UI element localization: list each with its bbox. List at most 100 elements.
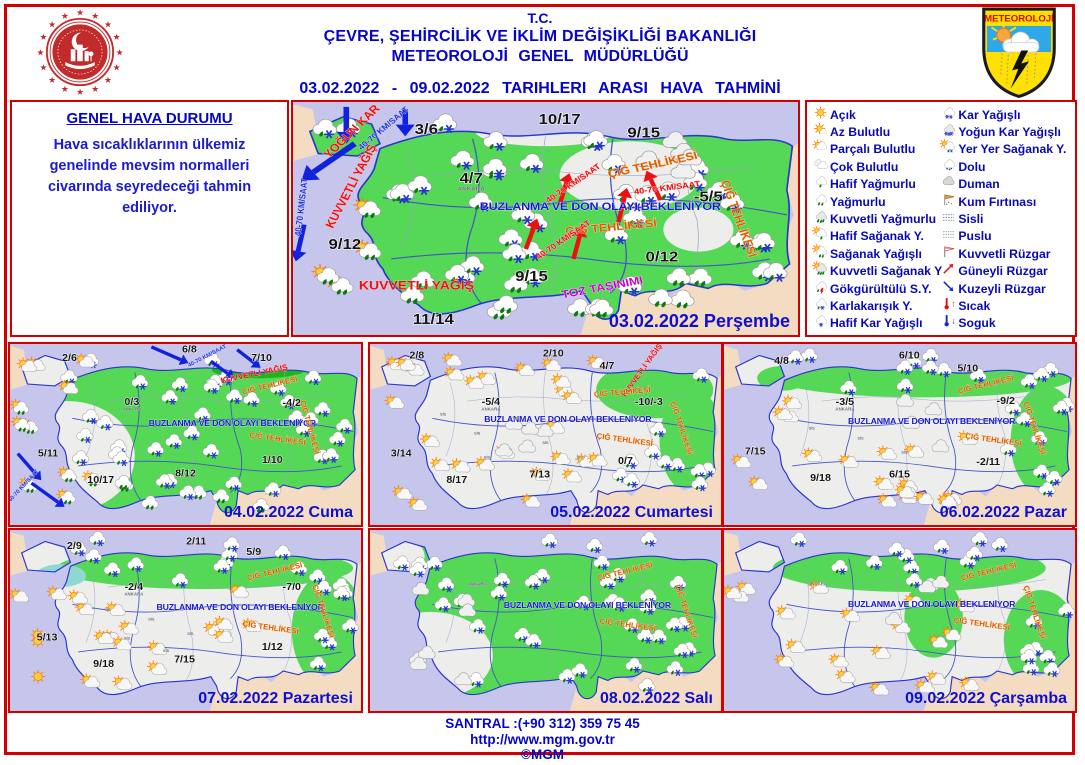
legend-label: Açık xyxy=(830,107,856,122)
snow-icon xyxy=(313,401,331,417)
suncloud-icon xyxy=(550,450,571,465)
ministry-seal-icon: ★★★★★★★★★★★★ ★ ★★★ xyxy=(36,8,123,96)
cloud-icon xyxy=(884,612,903,626)
svg-text:★: ★ xyxy=(112,63,120,72)
suncloud-icon xyxy=(890,618,911,634)
map-label: 9/18 xyxy=(93,658,114,670)
footer-url: http://www.mgm.gov.tr xyxy=(470,731,615,747)
svg-text:★: ★ xyxy=(39,33,47,42)
rain-icon xyxy=(114,475,132,490)
south-wind-arrow-icon xyxy=(523,218,542,250)
forecast-map-2022-02-06: 4/8 6/10 5/10 -3/5 ANKARA -9/2 7/15 -2/11 9/18 6/… xyxy=(722,342,1077,527)
map-label: BUZLANMA VE DON OLAYI BEKLENİYOR xyxy=(848,416,1016,426)
map-label: ANKARA xyxy=(481,407,501,412)
suncloud-icon xyxy=(561,468,582,483)
legend-label: Sağanak Yağışlı xyxy=(830,246,922,261)
snow-icon xyxy=(269,380,287,397)
sleet-icon xyxy=(811,296,830,316)
legend-item: Güneyli Rüzgar xyxy=(939,263,1067,280)
snow-icon xyxy=(622,207,648,228)
snow-icon xyxy=(171,377,189,393)
snow-icon xyxy=(213,558,231,574)
suncloud-icon xyxy=(828,653,849,668)
snow-icon xyxy=(127,556,145,573)
map-label: -5/5 xyxy=(694,189,723,205)
svg-text:★: ★ xyxy=(104,76,112,85)
rain-icon xyxy=(503,274,529,293)
cloud-icon xyxy=(670,161,696,179)
suncloud-icon xyxy=(450,458,471,473)
suncloud-icon xyxy=(46,585,67,600)
legend-item: Kuzeyli Rüzgar xyxy=(939,280,1067,297)
cloud-icon xyxy=(535,423,554,437)
footer-copyright: ©MGM xyxy=(521,747,564,763)
map-label: ANKARA xyxy=(468,581,488,586)
snow-icon xyxy=(502,243,527,264)
snow-icon xyxy=(301,411,319,428)
suncloud-icon xyxy=(903,593,924,608)
suncloud-icon xyxy=(118,620,139,635)
snow-icon xyxy=(161,389,179,405)
suncloud-icon xyxy=(873,475,894,490)
snow-icon xyxy=(183,425,201,441)
suncloud-icon xyxy=(384,394,405,409)
map-label: ANKARA xyxy=(835,407,855,412)
snow-icon xyxy=(393,555,411,571)
map-label: SİS xyxy=(901,450,908,455)
snow-icon xyxy=(70,541,88,557)
cloud-icon xyxy=(521,421,539,435)
forecast-map-2022-02-04: 2/6 6/8 7/10 0/3 ANKARA -4/2 5/11 1/10 10/17 8/12… xyxy=(8,342,363,527)
legend-label: Güneyli Rüzgar xyxy=(958,264,1048,279)
map-label: 2/8 xyxy=(409,349,424,361)
suncloud-icon xyxy=(10,587,29,603)
legend-item: Parçalı Bulutlu xyxy=(811,139,939,158)
legend-label: Kuzeyli Rüzgar xyxy=(958,281,1046,296)
map-label: 6/15 xyxy=(889,468,910,480)
weather-icons xyxy=(724,531,1075,696)
snow-icon xyxy=(865,554,883,571)
snow-icon xyxy=(839,380,857,396)
cold-icon: ↓ xyxy=(939,313,958,333)
svg-text:★: ★ xyxy=(48,76,56,85)
legend-item: Açık xyxy=(811,106,939,123)
map-label: -5/4 xyxy=(482,396,501,408)
snow-icon xyxy=(409,562,427,578)
snow-icon xyxy=(720,193,745,213)
snow-icon xyxy=(274,544,292,560)
suncloud-icon xyxy=(464,374,485,390)
snow-icon xyxy=(202,443,220,459)
svg-text:↓: ↓ xyxy=(951,316,955,326)
map-label: 4/7 xyxy=(459,171,483,187)
snow-icon xyxy=(623,617,641,634)
svg-text:★: ★ xyxy=(61,84,69,93)
legend-item: Kuvvetli Rüzgar xyxy=(939,245,1067,262)
map-label: 4/8 xyxy=(774,355,789,367)
header-directorate: METEOROLOJİ GENEL MÜDÜRLÜĞÜ xyxy=(391,48,689,65)
map-label: 2/11 xyxy=(186,535,206,547)
suncloud-icon xyxy=(561,389,582,405)
map-label: SİS xyxy=(148,617,155,622)
legend-label: Puslu xyxy=(958,229,992,244)
suncloud-icon xyxy=(775,605,796,620)
snow-icon xyxy=(304,369,322,386)
strong-wind-icon xyxy=(939,244,958,264)
legend-column-left: Açık Az Bulutlu Parçalı Bulutlu Çok Bulutlu… xyxy=(811,106,942,332)
legend-item: Kar Yağışlı xyxy=(939,106,1067,123)
suncloud-icon xyxy=(551,373,572,388)
snow-icon xyxy=(690,463,708,479)
map-label: SİS xyxy=(474,431,481,436)
footer-phone: SANTRAL :(+90 312) 359 75 45 xyxy=(445,716,640,731)
shower-icon xyxy=(811,243,830,264)
suncloud-icon xyxy=(925,670,947,685)
suncloud-icon xyxy=(111,635,132,651)
snow-icon xyxy=(1015,411,1033,428)
map-label: 9/15 xyxy=(627,125,660,141)
map-label: 10/17 xyxy=(538,112,580,128)
snow-icon xyxy=(165,433,183,449)
header: T.C. ÇEVRE, ŞEHİRCİLİK VE İKLİM DEĞİŞİKL… xyxy=(140,10,940,98)
cloud-icon xyxy=(411,582,430,596)
south-wind-arrow-icon xyxy=(557,173,574,206)
suncloud-icon xyxy=(514,361,535,377)
